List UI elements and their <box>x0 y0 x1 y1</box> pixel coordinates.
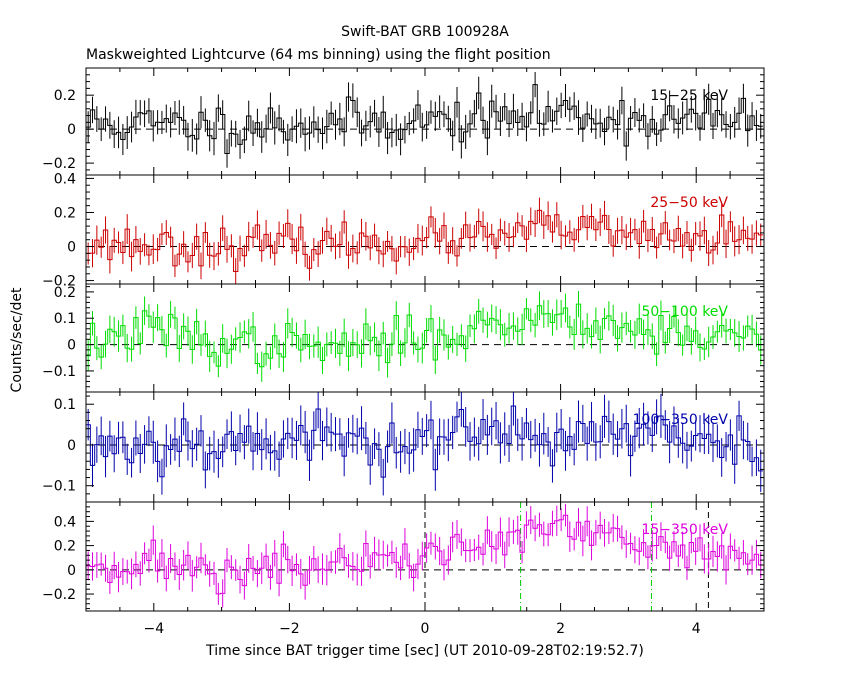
y-tick-label: 0.2 <box>54 205 76 221</box>
band-label-15-350: 15−350 keV <box>641 522 728 538</box>
y-tick-label: 0 <box>67 240 76 256</box>
series-15-350 <box>86 504 763 608</box>
y-axis-label: Counts/sec/det <box>9 287 25 392</box>
x-tick-label: 2 <box>556 621 565 637</box>
x-tick-label: 4 <box>692 621 701 637</box>
band-label-100-350: 100−350 keV <box>633 412 729 428</box>
lightcurve-step-line <box>86 209 763 273</box>
lightcurve-step-line <box>86 514 763 595</box>
y-tick-label: 0 <box>67 122 76 138</box>
panel-group: −0.200.2 15−25 keV−0.200.20.425−50 keV−0.… <box>42 67 765 637</box>
panel-50-100: −0.1 0 0.1 0.2 50−100 keV <box>42 283 765 393</box>
y-tick-label: 0.2 <box>54 285 76 301</box>
y-tick-label: 0 <box>67 563 76 579</box>
lightcurve-step-line <box>86 405 763 478</box>
band-label-25-50: 25−50 keV <box>650 195 728 211</box>
y-tick-label: −0.2 <box>42 156 76 172</box>
series-50-100 <box>86 290 763 382</box>
chart-title: Swift-BAT GRB 100928A <box>341 24 509 40</box>
y-tick-label: −0.2 <box>42 587 76 603</box>
y-tick-label: −0.1 <box>42 364 76 380</box>
chart-subtitle: Maskweighted Lightcurve (64 ms binning) … <box>86 47 551 63</box>
series-100-350 <box>86 392 763 496</box>
lightcurve-step-line <box>86 84 763 154</box>
x-tick-label: −4 <box>143 621 164 637</box>
band-label-50-100: 50−100 keV <box>641 304 728 320</box>
y-tick-label: 0 <box>67 438 76 454</box>
band-label-15-25: 15−25 keV <box>650 88 728 104</box>
y-tick-label: 0.4 <box>54 171 76 187</box>
panel-100-350: −0.1 0 0.1 100−350 keV <box>42 391 765 503</box>
lightcurve-step-line <box>86 303 763 368</box>
x-axis-label: Time since BAT trigger time [sec] (UT 20… <box>205 643 644 659</box>
panel-15-25: −0.2 0 0.2 15−25 keV <box>42 67 765 176</box>
y-tick-label: 0.2 <box>54 539 76 555</box>
y-tick-label: 0 <box>67 338 76 354</box>
y-tick-label: −0.1 <box>42 479 76 495</box>
panel-15-350: −0.2 0 0.2 0.4 15−350 keV <box>42 501 765 612</box>
y-tick-label: 0.4 <box>54 514 76 530</box>
series-25-50 <box>86 197 763 284</box>
panel-25-50: −0.2 0 0.2 0.4 25−50 keV <box>42 171 765 290</box>
x-tick-label: −2 <box>279 621 300 637</box>
y-tick-label: 0.2 <box>54 88 76 104</box>
y-tick-label: 0.1 <box>54 311 76 327</box>
series-15-25 <box>86 72 763 168</box>
y-tick-label: 0.1 <box>54 397 76 413</box>
y-tick-label: −0.2 <box>42 274 76 290</box>
x-tick-label: 0 <box>421 621 430 637</box>
